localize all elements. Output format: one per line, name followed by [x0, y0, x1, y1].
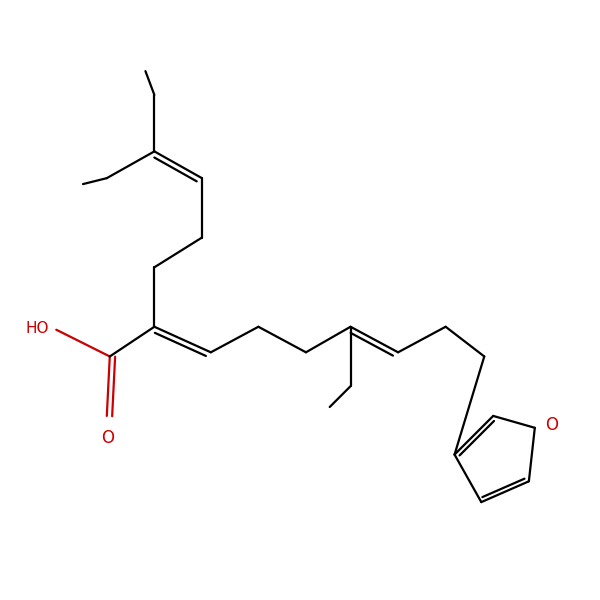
Text: O: O	[101, 429, 115, 447]
Text: HO: HO	[26, 321, 49, 336]
Text: O: O	[545, 416, 559, 434]
